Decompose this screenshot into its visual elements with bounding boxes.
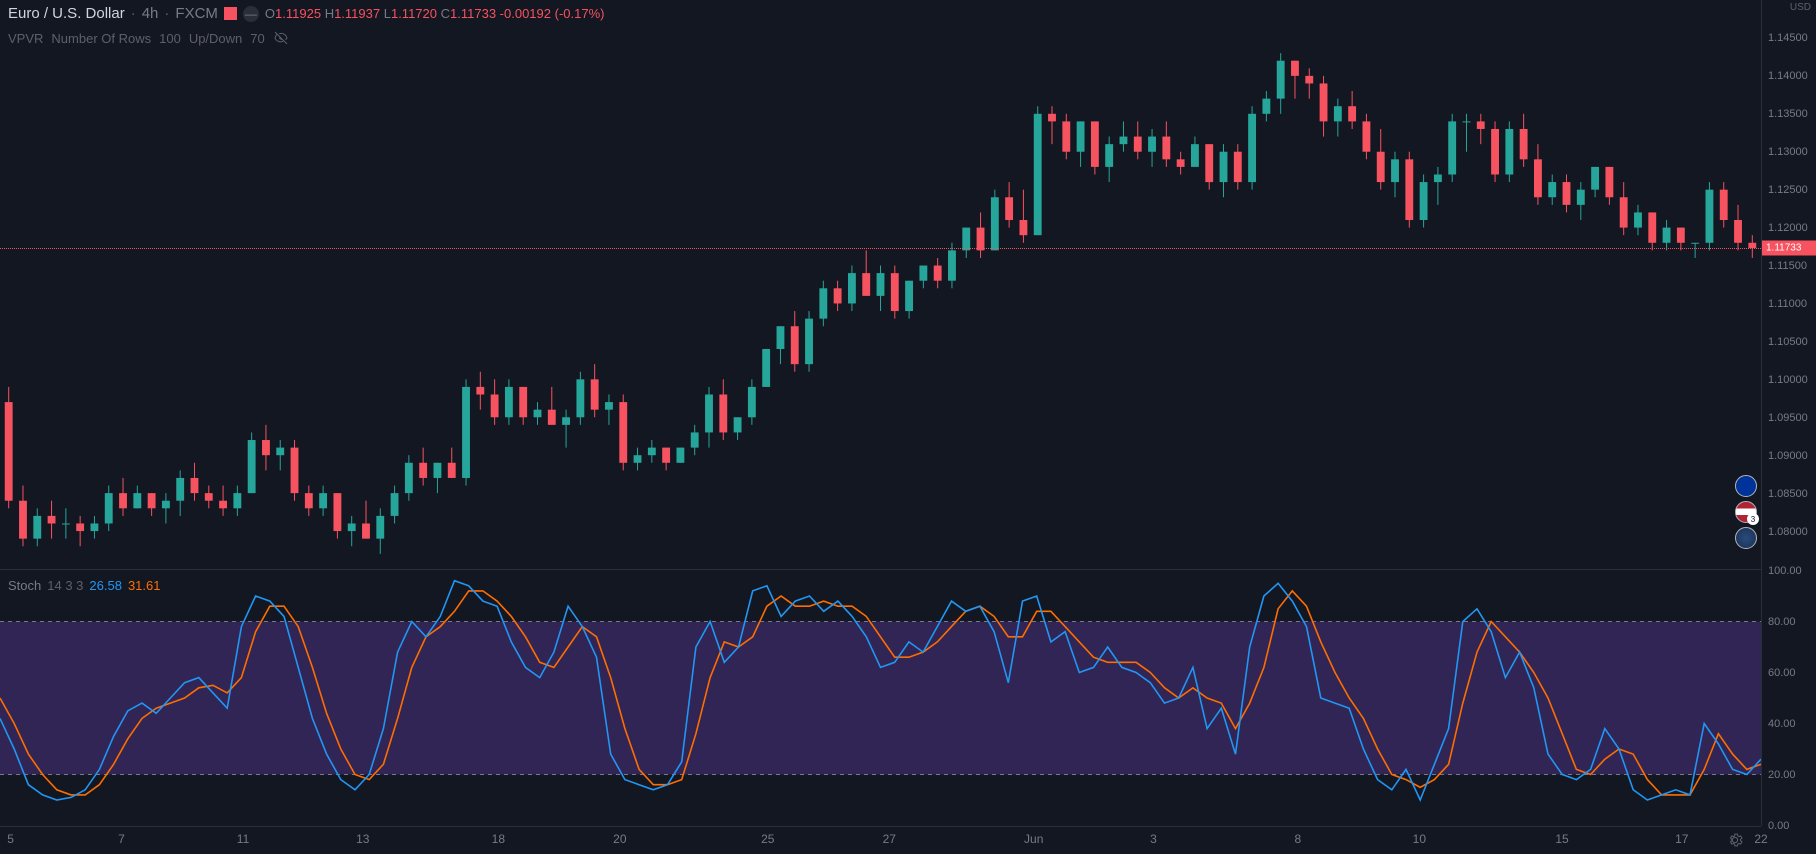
symbol-name[interactable]: Euro / U.S. Dollar bbox=[8, 5, 125, 22]
stoch-k-value: 26.58 bbox=[89, 578, 122, 593]
main-price-chart[interactable]: Euro / U.S. Dollar · 4h · FXCM — O1.1192… bbox=[0, 0, 1761, 570]
ohlc-readout: O1.11925 H1.11937 L1.11720 C1.11733 -0.0… bbox=[265, 6, 605, 21]
x-tick-label: 11 bbox=[237, 832, 249, 846]
stoch-name: Stoch bbox=[8, 578, 41, 593]
chart-header: Euro / U.S. Dollar · 4h · FXCM — O1.1192… bbox=[8, 5, 604, 22]
x-tick-label: 10 bbox=[1413, 832, 1426, 846]
y-tick-label: 1.11500 bbox=[1768, 260, 1807, 272]
y-tick-label: 1.13500 bbox=[1768, 108, 1808, 120]
vpvr-indicator-row[interactable]: VPVR Number Of Rows 100 Up/Down 70 bbox=[8, 30, 289, 46]
exchange[interactable]: FXCM bbox=[175, 5, 218, 22]
event-badges: 3 bbox=[1735, 475, 1757, 549]
chart-container: Euro / U.S. Dollar · 4h · FXCM — O1.1192… bbox=[0, 0, 1761, 826]
y-tick-label: 1.14000 bbox=[1768, 70, 1808, 82]
stoch-y-tick-label: 20.00 bbox=[1768, 769, 1796, 781]
current-price-line bbox=[0, 248, 1761, 249]
x-tick-label: 8 bbox=[1295, 832, 1302, 846]
gear-icon[interactable] bbox=[1727, 832, 1743, 848]
x-tick-label: 25 bbox=[761, 832, 774, 846]
stoch-y-tick-label: 100.00 bbox=[1768, 565, 1802, 577]
stoch-y-tick-label: 40.00 bbox=[1768, 718, 1796, 730]
price-axis[interactable]: USD 1.14500 1.14000 1.13500 1.13000 1.12500 1… bbox=[1761, 0, 1816, 826]
eu-flag-badge[interactable] bbox=[1735, 475, 1757, 497]
current-price-tag: 1.11733 bbox=[1762, 241, 1816, 256]
stoch-d-value: 31.61 bbox=[128, 578, 161, 593]
y-tick-label: 1.11000 bbox=[1768, 298, 1807, 310]
x-tick-label: 3 bbox=[1150, 832, 1157, 846]
y-tick-label: 1.14500 bbox=[1768, 32, 1808, 44]
y-tick-label: 1.09500 bbox=[1768, 412, 1808, 424]
x-tick-label: 5 bbox=[7, 832, 14, 846]
globe-badge[interactable] bbox=[1735, 527, 1757, 549]
us-flag-badge[interactable]: 3 bbox=[1735, 501, 1757, 523]
stoch-params: 14 3 3 bbox=[47, 578, 83, 593]
y-tick-label: 1.12500 bbox=[1768, 184, 1808, 196]
axis-unit: USD bbox=[1790, 2, 1811, 13]
y-tick-label: 1.08000 bbox=[1768, 526, 1808, 538]
stochastic-chart[interactable]: Stoch 14 3 3 26.58 31.61 bbox=[0, 570, 1761, 826]
y-tick-label: 1.09000 bbox=[1768, 450, 1808, 462]
time-axis[interactable]: 57111318202527Jun3810151722 bbox=[0, 826, 1761, 854]
collapse-icon[interactable]: — bbox=[243, 6, 259, 22]
x-tick-label: 13 bbox=[356, 832, 369, 846]
x-tick-label: 7 bbox=[118, 832, 125, 846]
y-tick-label: 1.13000 bbox=[1768, 146, 1808, 158]
stoch-header[interactable]: Stoch 14 3 3 26.58 31.61 bbox=[8, 578, 161, 593]
y-tick-label: 1.10500 bbox=[1768, 336, 1808, 348]
interval[interactable]: 4h bbox=[142, 5, 159, 22]
x-tick-label: 22 bbox=[1754, 832, 1767, 846]
stoch-y-tick-label: 60.00 bbox=[1768, 667, 1796, 679]
y-tick-label: 1.12000 bbox=[1768, 222, 1808, 234]
x-tick-label: 20 bbox=[613, 832, 626, 846]
y-tick-label: 1.08500 bbox=[1768, 488, 1808, 500]
x-tick-label: Jun bbox=[1024, 832, 1043, 846]
visibility-off-icon[interactable] bbox=[273, 30, 289, 46]
vpvr-name: VPVR bbox=[8, 31, 43, 46]
candlestick-plot[interactable] bbox=[0, 0, 1761, 569]
stoch-plot[interactable] bbox=[0, 570, 1761, 826]
x-tick-label: 18 bbox=[492, 832, 505, 846]
stoch-y-tick-label: 80.00 bbox=[1768, 616, 1796, 628]
market-flag-icon bbox=[224, 7, 237, 20]
x-tick-label: 27 bbox=[883, 832, 896, 846]
y-tick-label: 1.10000 bbox=[1768, 374, 1808, 386]
x-tick-label: 15 bbox=[1555, 832, 1568, 846]
x-tick-label: 17 bbox=[1675, 832, 1688, 846]
stoch-y-tick-label: 0.00 bbox=[1768, 820, 1789, 832]
